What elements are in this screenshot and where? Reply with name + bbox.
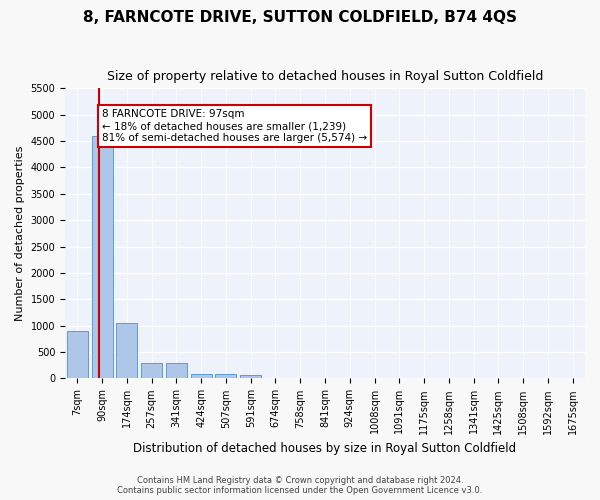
Bar	[166, 362, 187, 378]
Bar	[141, 362, 162, 378]
Y-axis label: Number of detached properties: Number of detached properties	[15, 146, 25, 321]
Bar	[240, 376, 261, 378]
Bar	[67, 331, 88, 378]
Text: 8, FARNCOTE DRIVE, SUTTON COLDFIELD, B74 4QS: 8, FARNCOTE DRIVE, SUTTON COLDFIELD, B74…	[83, 10, 517, 25]
Bar	[191, 374, 212, 378]
Bar	[215, 374, 236, 378]
Text: 8 FARNCOTE DRIVE: 97sqm
← 18% of detached houses are smaller (1,239)
81% of semi: 8 FARNCOTE DRIVE: 97sqm ← 18% of detache…	[102, 110, 367, 142]
X-axis label: Distribution of detached houses by size in Royal Sutton Coldfield: Distribution of detached houses by size …	[133, 442, 517, 455]
Title: Size of property relative to detached houses in Royal Sutton Coldfield: Size of property relative to detached ho…	[107, 70, 543, 83]
Bar	[116, 322, 137, 378]
Text: Contains HM Land Registry data © Crown copyright and database right 2024.
Contai: Contains HM Land Registry data © Crown c…	[118, 476, 482, 495]
Bar	[92, 136, 113, 378]
